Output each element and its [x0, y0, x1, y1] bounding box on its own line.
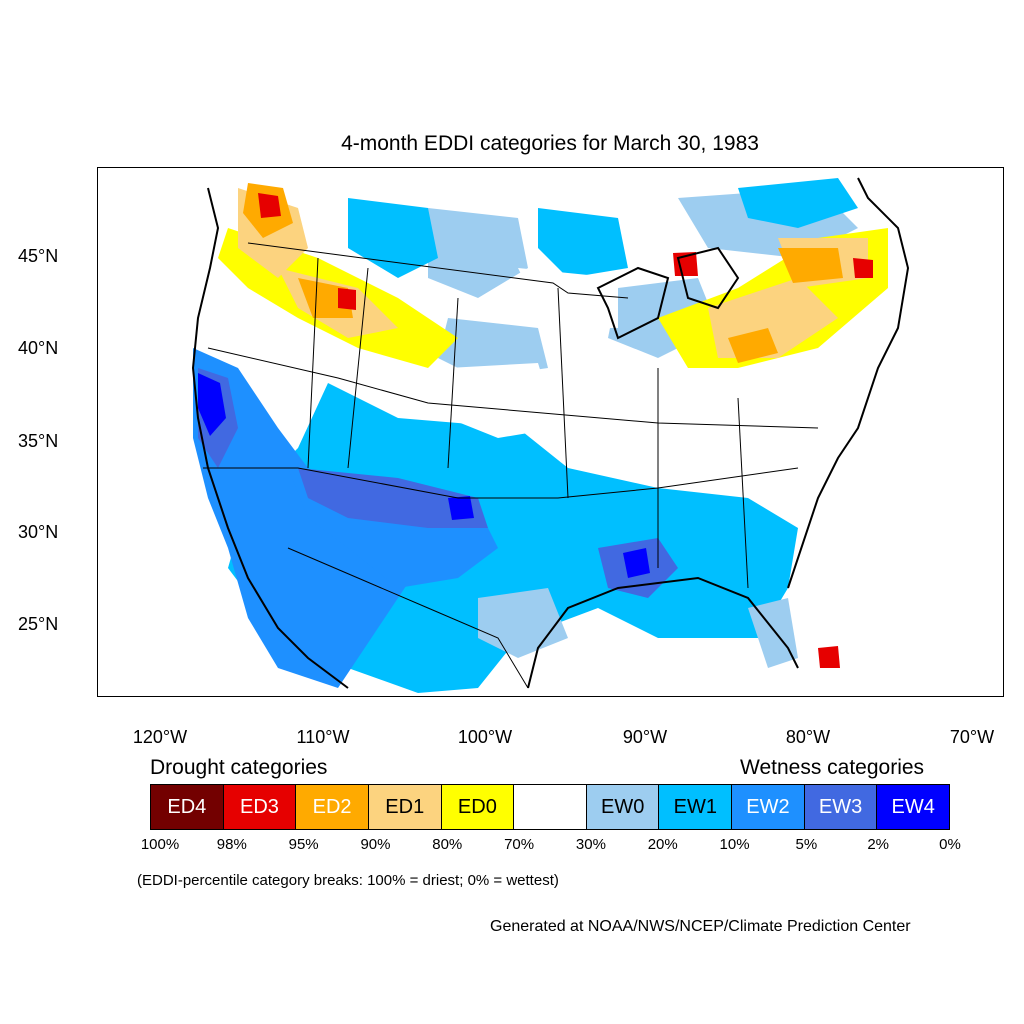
- percentile-label: 20%: [647, 836, 678, 853]
- legend-box: ED4: [151, 785, 224, 829]
- credit-line: Generated at NOAA/NWS/NCEP/Climate Predi…: [490, 918, 911, 935]
- percentile-label: 10%: [719, 836, 750, 853]
- lon-label: 90°W: [622, 727, 668, 747]
- percentile-label: 98%: [216, 836, 247, 853]
- percentile-label: 95%: [288, 836, 319, 853]
- percentile-label: 2%: [867, 836, 890, 853]
- legend-box: ED3: [223, 785, 297, 829]
- drought-heading: Drought categories: [150, 756, 328, 779]
- lon-label: 110°W: [296, 727, 350, 747]
- legend-box: EW2: [732, 785, 805, 829]
- lat-label: 35°N: [18, 431, 59, 451]
- lat-label: 45°N: [18, 246, 59, 266]
- percentile-label: 70%: [504, 836, 535, 853]
- lon-label: 80°W: [785, 727, 831, 747]
- legend-box: [514, 785, 587, 829]
- legend-box: EW4: [877, 785, 950, 829]
- legend-box: ED2: [296, 785, 369, 829]
- lon-label: 120°W: [132, 727, 188, 747]
- legend-box: ED1: [368, 785, 442, 829]
- legend-box: ED0: [441, 785, 515, 829]
- legend-box: EW3: [804, 785, 878, 829]
- legend-box: EW1: [659, 785, 733, 829]
- lon-label: 100°W: [457, 727, 513, 747]
- wetness-heading: Wetness categories: [740, 756, 925, 779]
- coastline: [191, 177, 910, 689]
- legend-box: EW0: [586, 785, 660, 829]
- map-canvas: [191, 177, 910, 693]
- lat-label: 30°N: [18, 522, 59, 542]
- boundary-lines: [203, 242, 819, 689]
- percentile-label: 90%: [360, 836, 391, 853]
- category-note: (EDDI-percentile category breaks: 100% =…: [137, 872, 559, 889]
- lon-label: 70°W: [949, 727, 995, 747]
- category-legend: ED4 ED3 ED2 ED1 ED0 EW0 EW1 EW2 EW3 EW4: [150, 784, 950, 830]
- percentile-label: 0%: [939, 836, 961, 853]
- percentile-label: 30%: [575, 836, 606, 853]
- category-fill-layer: [193, 178, 888, 693]
- percentile-label: 5%: [795, 836, 818, 853]
- percentile-label: 80%: [432, 836, 463, 853]
- lat-label: 25°N: [18, 614, 59, 634]
- lat-label: 40°N: [18, 338, 59, 358]
- map-title: 4-month EDDI categories for March 30, 19…: [341, 132, 759, 155]
- eddi-map: [97, 167, 1004, 697]
- percentile-label: 100%: [140, 836, 180, 853]
